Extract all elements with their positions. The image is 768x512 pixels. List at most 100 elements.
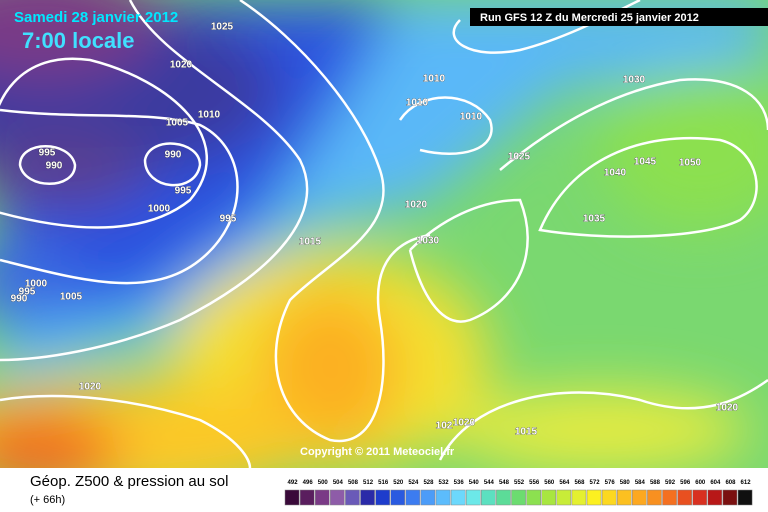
isobar-label: 1005 bbox=[166, 118, 189, 129]
scale-swatch bbox=[707, 489, 723, 506]
scale-swatch bbox=[345, 489, 360, 506]
isobar-label: 990 bbox=[165, 150, 182, 161]
background-field bbox=[0, 0, 768, 500]
scale-label: 588 bbox=[650, 480, 661, 486]
scale-label: 564 bbox=[559, 480, 570, 486]
isobar-label: 1020 bbox=[79, 382, 102, 393]
isobar-label: 1010 bbox=[198, 110, 221, 121]
scale-swatch bbox=[616, 489, 632, 506]
isobar-label: 1020 bbox=[716, 403, 739, 414]
scale-swatch bbox=[526, 489, 541, 506]
scale-label: 516 bbox=[378, 480, 389, 486]
scale-label: 592 bbox=[665, 480, 676, 486]
isobar-label: 1025 bbox=[508, 152, 531, 163]
scale-swatch bbox=[450, 489, 466, 506]
isobar-label: 1015 bbox=[299, 237, 322, 248]
isobar-label: 1030 bbox=[417, 236, 440, 247]
scale-swatch bbox=[586, 489, 602, 506]
isobar-label: 1010 bbox=[406, 98, 429, 109]
isobar-label: 990 bbox=[46, 161, 63, 172]
scale-label: 492 bbox=[288, 480, 299, 486]
isobar-label: 1010 bbox=[460, 112, 483, 123]
isobar-label: 1030 bbox=[623, 75, 646, 86]
isobar-label: 995 bbox=[39, 148, 56, 159]
scale-label: 536 bbox=[454, 480, 465, 486]
isobar-label: 1025 bbox=[211, 22, 234, 33]
isobar-label: 1005 bbox=[60, 292, 83, 303]
map-date: Samedi 28 janvier 2012 bbox=[14, 9, 178, 26]
scale-label: 560 bbox=[544, 480, 555, 486]
scale-label: 568 bbox=[574, 480, 585, 486]
isobar-label: 1050 bbox=[679, 158, 702, 169]
footer-title: Géop. Z500 & pression au sol bbox=[30, 473, 228, 490]
scale-label: 608 bbox=[725, 480, 736, 486]
scale-swatch bbox=[541, 489, 557, 506]
scale-swatch bbox=[435, 489, 451, 506]
scale-label: 556 bbox=[529, 480, 540, 486]
scale-swatch bbox=[571, 489, 587, 506]
scale-label: 528 bbox=[423, 480, 434, 486]
scale-swatch bbox=[299, 489, 315, 506]
scale-swatch bbox=[405, 489, 421, 506]
scale-label: 612 bbox=[741, 480, 752, 486]
color-scale: 492 496 500 504 508 512 516 520 524 528 532 536 540 5… bbox=[284, 480, 753, 506]
scale-label: 500 bbox=[318, 480, 329, 486]
scale-swatch bbox=[737, 489, 753, 506]
scale-swatch bbox=[284, 489, 300, 506]
isobar-label: 1020 bbox=[453, 418, 476, 429]
scale-swatch bbox=[330, 489, 345, 506]
scale-swatch bbox=[601, 489, 617, 506]
isobar-label: 1035 bbox=[583, 214, 606, 225]
scale-swatch bbox=[556, 489, 572, 506]
scale-swatch bbox=[360, 489, 375, 506]
scale-label: 548 bbox=[499, 480, 510, 486]
scale-swatch bbox=[314, 489, 330, 506]
scale-swatch bbox=[465, 489, 481, 506]
isobar-label: 990 bbox=[11, 294, 28, 305]
isobar-label: 995 bbox=[175, 186, 192, 197]
scale-label: 504 bbox=[333, 480, 344, 486]
scale-label: 580 bbox=[620, 480, 631, 486]
run-box bbox=[470, 8, 768, 26]
scale-label: 576 bbox=[605, 480, 616, 486]
isobar-label: 1000 bbox=[148, 204, 171, 215]
scale-label: 540 bbox=[469, 480, 480, 486]
footer-lead: (+ 66h) bbox=[30, 494, 65, 506]
scale-label: 496 bbox=[303, 480, 314, 486]
scale-swatch bbox=[647, 489, 662, 506]
scale-swatch bbox=[375, 489, 390, 506]
isobar-label: 1020 bbox=[405, 200, 428, 211]
scale-swatch bbox=[481, 489, 496, 506]
isobar-label: 1010 bbox=[423, 74, 446, 85]
isobar-label: 1040 bbox=[604, 168, 627, 179]
scale-label: 508 bbox=[348, 480, 359, 486]
map-time: 7:00 locale bbox=[22, 28, 135, 53]
scale-label: 604 bbox=[710, 480, 721, 486]
scale-label: 552 bbox=[514, 480, 525, 486]
scale-label: 600 bbox=[695, 480, 706, 486]
run-info: Run GFS 12 Z du Mercredi 25 janvier 2012 bbox=[480, 12, 699, 24]
scale-label: 544 bbox=[484, 480, 495, 486]
scale-swatch bbox=[632, 489, 647, 506]
scale-swatch bbox=[722, 489, 738, 506]
isobar-label: 995 bbox=[19, 287, 36, 298]
scale-swatch bbox=[420, 489, 436, 506]
isobar-label: 1020 bbox=[170, 60, 193, 71]
isobar-labels: 1025102010101005995990990995100099510151… bbox=[10, 21, 739, 438]
scale-label: 524 bbox=[408, 480, 419, 486]
isobar-label: 1045 bbox=[634, 157, 657, 168]
isobar-label: 1000 bbox=[25, 279, 48, 290]
isobar-label: 1015 bbox=[515, 427, 538, 438]
scale-label: 596 bbox=[680, 480, 691, 486]
scale-label: 520 bbox=[393, 480, 404, 486]
scale-swatch bbox=[390, 489, 406, 506]
scale-label: 532 bbox=[439, 480, 450, 486]
scale-swatch bbox=[496, 489, 511, 506]
scale-swatch bbox=[511, 489, 526, 506]
scale-label: 572 bbox=[590, 480, 601, 486]
scale-swatch bbox=[692, 489, 708, 506]
scale-label: 584 bbox=[635, 480, 646, 486]
isobar-label: 995 bbox=[220, 214, 237, 225]
copyright: Copyright © 2011 Meteociel.fr bbox=[300, 446, 455, 458]
